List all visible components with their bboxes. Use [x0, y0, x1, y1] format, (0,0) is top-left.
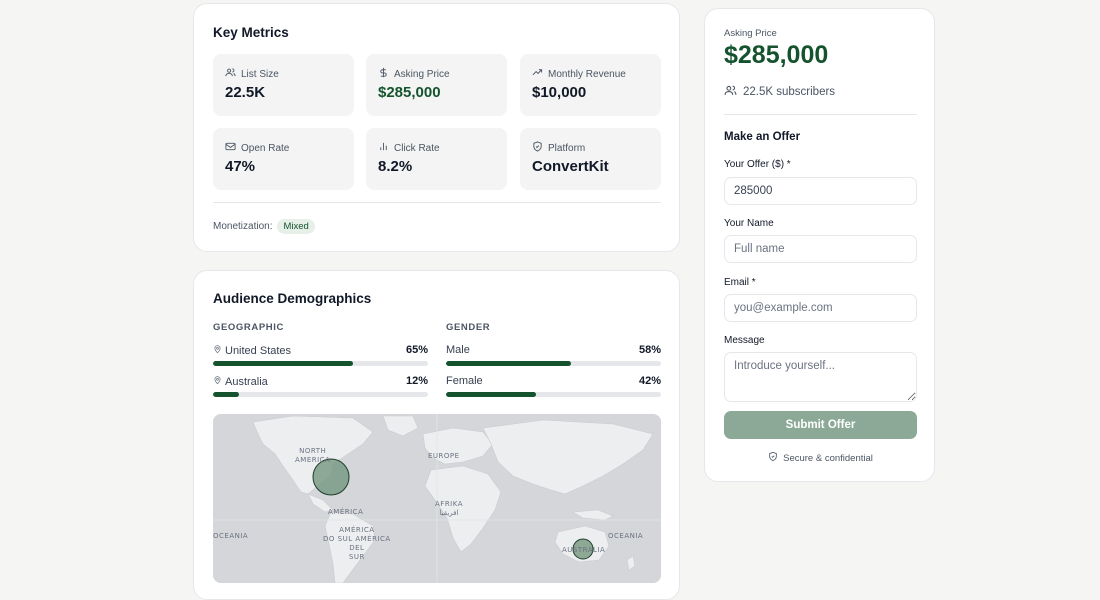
progress-track — [446, 392, 661, 397]
metric-value: ConvertKit — [532, 158, 609, 175]
secure-note: Secure & confidential — [705, 451, 936, 465]
gender-pct: 58% — [638, 344, 661, 356]
trending-up-icon — [532, 67, 543, 81]
divider — [213, 202, 661, 203]
map-pin-icon — [213, 344, 222, 357]
gender-label: Male — [446, 344, 470, 356]
geographic-label: GEOGRAPHIC — [213, 322, 284, 333]
bar-chart-icon — [378, 141, 389, 155]
offer-card: Asking Price $285,000 22.5K subscribers … — [704, 8, 935, 482]
map-label-america: AMÉRICA — [328, 508, 364, 516]
metric-open-rate: Open Rate 47% — [213, 128, 354, 190]
message-textarea[interactable] — [724, 352, 917, 402]
metric-label: List Size — [241, 68, 279, 80]
metric-value: $10,000 — [532, 84, 587, 101]
offer-field-label: Your Offer ($) * — [724, 159, 791, 170]
mail-icon — [225, 141, 236, 155]
monetization-badge: Mixed — [277, 219, 315, 234]
name-field-label: Your Name — [724, 218, 774, 229]
metric-platform: Platform ConvertKit — [520, 128, 661, 190]
metric-asking-price: Asking Price $285,000 — [366, 54, 507, 116]
key-metrics-title: Key Metrics — [213, 25, 289, 40]
map-label-north-america: NORTH AMERICA — [295, 447, 331, 464]
email-input[interactable] — [724, 294, 917, 322]
message-field-label: Message — [724, 335, 765, 346]
monetization-label: Monetization: — [213, 221, 273, 232]
geo-label: United States — [225, 344, 292, 357]
submit-offer-button[interactable]: Submit Offer — [724, 411, 917, 439]
asking-price-value: $285,000 — [724, 41, 829, 69]
geo-pct: 12% — [405, 375, 428, 387]
progress-fill — [213, 361, 353, 366]
users-icon — [225, 67, 236, 81]
key-metrics-card: Key Metrics List Size 22.5K Asking Price… — [193, 3, 680, 252]
progress-fill — [446, 361, 571, 366]
metric-label: Open Rate — [241, 142, 290, 154]
map-label-europe: EUROPE — [428, 452, 460, 460]
world-map-graphic — [213, 414, 661, 583]
divider — [724, 114, 917, 115]
metric-value: $285,000 — [378, 84, 441, 101]
map-label-africa: AFRIKA افريقيا — [435, 500, 463, 517]
metric-label: Asking Price — [394, 68, 450, 80]
email-field-label: Email * — [724, 277, 756, 288]
metric-monthly-revenue: Monthly Revenue $10,000 — [520, 54, 661, 116]
progress-fill — [213, 392, 239, 397]
metric-value: 8.2% — [378, 158, 413, 175]
shield-check-icon — [768, 451, 778, 465]
offer-amount-input[interactable] — [724, 177, 917, 205]
metric-value: 22.5K — [225, 84, 266, 101]
progress-track — [213, 392, 428, 397]
metric-label: Click Rate — [394, 142, 440, 154]
demographics-title: Audience Demographics — [213, 291, 372, 306]
map-marker-united-states — [312, 458, 350, 496]
metric-click-rate: Click Rate 8.2% — [366, 128, 507, 190]
progress-track — [446, 361, 661, 366]
audience-demographics-card: Audience Demographics GEOGRAPHIC GENDER … — [193, 270, 680, 600]
monetization-row: Monetization: Mixed — [213, 219, 315, 234]
name-input[interactable] — [724, 235, 917, 263]
secure-text: Secure & confidential — [783, 452, 873, 464]
progress-track — [213, 361, 428, 366]
map-label-south-america: AMÉRICA DO SUL AMÉRICA DEL SUR — [323, 526, 391, 561]
metric-label: Monthly Revenue — [548, 68, 626, 80]
subscribers-row: 22.5K subscribers — [724, 84, 835, 100]
world-map[interactable]: NORTH AMERICA EUROPE AFRIKA افريقيا AMÉR… — [213, 414, 661, 583]
form-title: Make an Offer — [724, 131, 801, 143]
users-icon — [724, 84, 737, 100]
progress-fill — [446, 392, 537, 397]
gender-label: GENDER — [446, 322, 491, 333]
map-pin-icon — [213, 375, 222, 388]
metric-label: Platform — [548, 142, 586, 154]
map-marker-australia — [572, 538, 594, 560]
shield-icon — [532, 141, 543, 155]
gender-label: Female — [446, 375, 483, 387]
map-label-australia: AUSTRALIA — [562, 546, 606, 554]
dollar-icon — [378, 67, 389, 81]
geo-pct: 65% — [405, 344, 428, 356]
subscribers-text: 22.5K subscribers — [743, 86, 836, 98]
asking-price-label: Asking Price — [724, 28, 777, 39]
map-label-oceania-left: OCEANIA — [213, 532, 249, 540]
metric-list-size: List Size 22.5K — [213, 54, 354, 116]
metric-value: 47% — [225, 158, 256, 175]
gender-pct: 42% — [638, 375, 661, 387]
map-label-oceania-right: OCEANIA — [608, 532, 644, 540]
geo-label: Australia — [225, 375, 268, 388]
